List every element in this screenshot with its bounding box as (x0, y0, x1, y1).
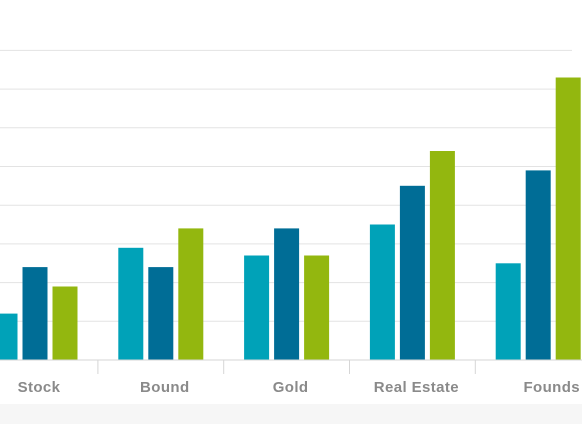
bar-founds-series-3 (555, 77, 581, 360)
bar-gold-series-3 (304, 255, 330, 360)
bar-bound-series-1 (118, 247, 144, 360)
bar-founds-series-1 (495, 263, 521, 361)
bar-real-estate-series-2 (399, 185, 425, 360)
bar-gold-series-2 (274, 228, 300, 360)
bar-real-estate-series-3 (429, 151, 455, 360)
x-tick-label: Bound (140, 379, 189, 396)
x-tick-label: Real Estate (374, 379, 459, 396)
bars (0, 77, 581, 361)
bar-bound-series-3 (178, 228, 204, 360)
bar-stock-series-3 (52, 286, 78, 360)
bar-founds-series-2 (525, 170, 551, 360)
x-tick-label: Gold (273, 379, 309, 396)
bar-gold-series-1 (244, 255, 270, 360)
bar-bound-series-2 (148, 267, 174, 360)
bottom-band (0, 404, 582, 424)
x-axis-ticks (97, 360, 476, 374)
x-tick-label: Stock (18, 379, 61, 396)
x-tick-label: Founds (523, 379, 580, 396)
bar-stock-series-1 (0, 313, 18, 360)
bar-real-estate-series-1 (369, 224, 395, 360)
bar-stock-series-2 (22, 267, 48, 360)
x-axis-labels: Stock Bound Gold Real Estate Founds (18, 379, 580, 396)
